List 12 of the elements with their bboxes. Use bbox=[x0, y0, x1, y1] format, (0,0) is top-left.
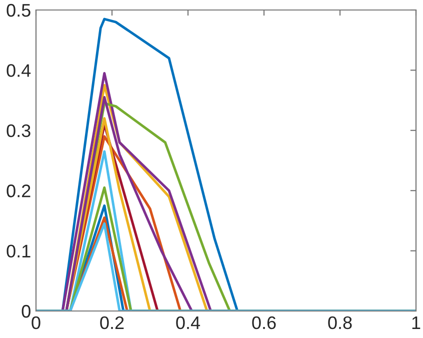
x-tick-label: 0.6 bbox=[252, 316, 276, 330]
y-tick-label: 0.2 bbox=[6, 184, 30, 198]
y-tick-label: 0.3 bbox=[6, 124, 30, 138]
x-tick-label: 0.4 bbox=[176, 316, 200, 330]
y-tick-label: 0 bbox=[22, 304, 30, 318]
y-tick-label: 0.4 bbox=[6, 64, 31, 77]
x-tick-label: 1 bbox=[412, 316, 420, 329]
x-tick-label: 0 bbox=[32, 316, 40, 330]
y-tick-label: 0.1 bbox=[6, 244, 30, 258]
y-tick-label: 0.5 bbox=[6, 4, 30, 17]
x-tick-label: 0.2 bbox=[100, 316, 124, 330]
x-tick-label: 0.8 bbox=[328, 316, 352, 330]
